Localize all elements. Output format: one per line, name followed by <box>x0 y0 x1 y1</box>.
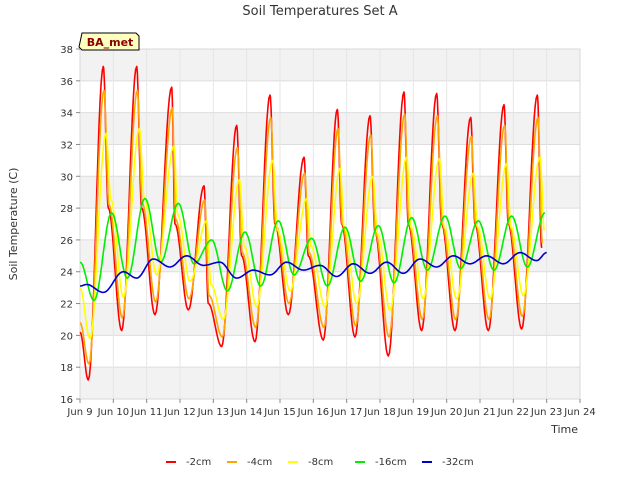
x-tick-label: Jun 13 <box>197 407 230 418</box>
series-line-minus-2cm <box>79 65 543 381</box>
x-tick-label: Jun 15 <box>263 407 296 418</box>
x-tick-label: Jun 16 <box>297 407 330 418</box>
y-tick-label: 20 <box>60 331 73 342</box>
y-tick-label: 36 <box>60 77 73 88</box>
chart-title: Soil Temperatures Set A <box>242 4 397 19</box>
legend: -2cm -4cm -8cm -16cm -32cm <box>166 457 474 468</box>
series-line-minus-8cm <box>79 127 546 340</box>
x-tick-label: Jun 12 <box>163 407 196 418</box>
legend-label-minus-4cm: -4cm <box>247 457 272 468</box>
site-label-box: BA_met <box>78 32 140 51</box>
background-bands <box>80 49 580 399</box>
series-line-minus-4cm <box>79 89 544 365</box>
x-tick-label: Jun 19 <box>397 407 430 418</box>
x-tick-label: Jun 18 <box>363 407 396 418</box>
background-band <box>80 49 580 81</box>
y-tick-label: 22 <box>60 300 73 311</box>
y-tick-label: 32 <box>60 140 73 151</box>
y-axis-ticks: 16 18 20 22 24 26 28 30 32 34 36 38 <box>60 45 80 406</box>
y-tick-label: 24 <box>60 268 73 279</box>
x-tick-label: Jun 10 <box>97 407 130 418</box>
x-tick-label: Jun 17 <box>330 407 363 418</box>
legend-label-minus-32cm: -32cm <box>442 457 474 468</box>
background-band <box>80 303 580 336</box>
site-label-shape <box>78 32 140 51</box>
x-axis-label: Time <box>550 423 578 436</box>
background-band <box>80 367 580 399</box>
y-tick-label: 34 <box>60 109 73 120</box>
x-axis-ticks: Jun 9 Jun 10 Jun 11 Jun 12 Jun 13 Jun 14 Jun 1… <box>66 399 596 418</box>
series-line-minus-16cm <box>79 197 546 302</box>
x-tick-label: Jun 9 <box>66 407 92 418</box>
plot-frame <box>79 48 581 400</box>
y-tick-label: 26 <box>60 236 73 247</box>
legend-label-minus-16cm: -16cm <box>375 457 407 468</box>
series-line-minus-32cm <box>79 251 547 294</box>
x-tick-label: Jun 22 <box>497 407 530 418</box>
y-axis-label: Soil Temperature (C) <box>7 168 20 281</box>
y-tick-label: 38 <box>60 45 73 56</box>
background-band <box>80 176 580 209</box>
x-tick-label: Jun 14 <box>230 407 263 418</box>
x-tick-label: Jun 23 <box>530 407 563 418</box>
legend-label-minus-2cm: -2cm <box>186 457 211 468</box>
y-tick-label: 28 <box>60 204 73 215</box>
legend-label-minus-8cm: -8cm <box>308 457 333 468</box>
x-tick-label: Jun 24 <box>563 407 596 418</box>
y-tick-label: 30 <box>60 172 73 183</box>
background-band <box>80 112 580 145</box>
y-tick-label: 16 <box>60 395 73 406</box>
y-tick-label: 18 <box>60 363 73 374</box>
series-layer <box>79 65 547 381</box>
site-label: BA_met <box>87 36 134 49</box>
x-tick-label: Jun 21 <box>463 407 496 418</box>
x-tick-label: Jun 20 <box>430 407 463 418</box>
x-tick-label: Jun 11 <box>130 407 163 418</box>
